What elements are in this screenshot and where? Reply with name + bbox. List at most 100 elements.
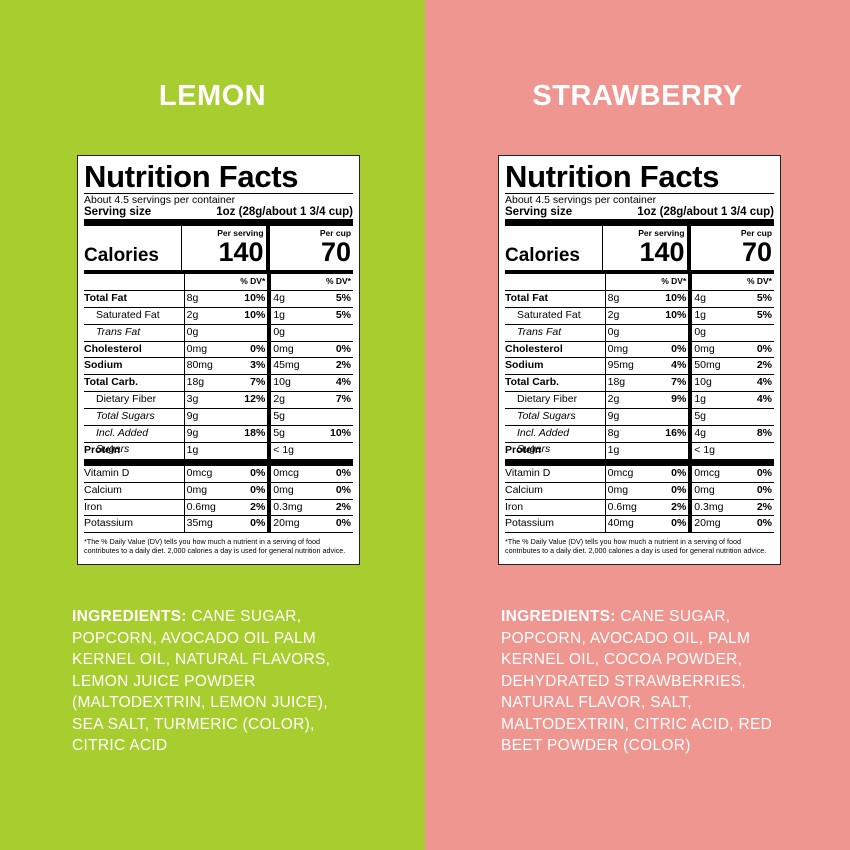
daily-value: 10% [244,308,266,321]
daily-value: 9% [671,393,687,406]
daily-value: 2% [250,500,266,513]
daily-value: 0% [250,517,266,530]
footnote: *The % Daily Value (DV) tells you how mu… [84,537,346,555]
amount-cell: 1g 4% [688,392,774,409]
amount-cell: 2g 9% [604,392,689,409]
column-header: Per cup [740,228,773,238]
label-heading: Nutrition Facts [505,161,774,194]
ingredients-heading: INGREDIENTS: [501,608,616,625]
daily-value: 5% [335,291,351,304]
amount-cell: 95mg 4% [604,358,689,375]
amount-cell: 0g [267,324,353,341]
dv-cell: % DV* [604,274,689,290]
amount-cell: 45mg 2% [267,358,353,375]
amount: 18g [607,376,626,389]
dv-header: % DV* [325,276,351,286]
amount: 0mg [607,342,629,355]
amount: < 1g [694,443,716,456]
daily-value: 5% [335,308,351,321]
calories-column: Per cup 70 [686,226,775,270]
serving-size-value: 1oz (28g/about 1 3/4 cup) [637,206,774,218]
daily-value: 2% [335,359,351,372]
amount: 3g [186,393,199,406]
daily-value: 0% [756,466,772,479]
nutrient-name: Sodium [505,359,544,372]
ingredients-text: CANE SUGAR, POPCORN, AVOCADO OIL PALM KE… [72,608,331,754]
amount: 0g [607,325,620,338]
daily-value: 4% [756,376,772,389]
amount: 1g [694,393,706,406]
serving-size-value: 1oz (28g/about 1 3/4 cup) [216,206,353,218]
amount: 9g [607,410,620,423]
amount-cell: 20mg 0% [267,516,353,533]
daily-value: 0% [671,483,687,496]
nutrient-row: Sodium 80mg 3% 45mg 2% [84,358,353,376]
dv-header: % DV* [746,276,772,286]
amount-cell: 10g 4% [688,375,774,392]
dv-cell: % DV* [267,274,353,290]
amount-cell: 0mg 0% [688,341,774,358]
amount-cell: 5g [688,409,774,426]
ingredients: INGREDIENTS: CANE SUGAR, POPCORN, AVOCAD… [501,606,781,757]
amount: 0mg [186,342,208,355]
nutrient-name: Protein [84,443,121,456]
amount: 0mg [694,483,715,496]
nutrient-row: Cholesterol 0mg 0% 0mg 0% [84,341,353,359]
amount: 50mg [694,359,721,372]
amount: 0mcg [607,466,634,479]
amount-cell: 0mcg 0% [604,465,689,482]
calories-value: 70 [320,237,352,267]
amount-cell: 4g 5% [267,290,353,307]
amount: 0mg [694,342,715,355]
amount-cell: 0mg 0% [688,482,774,499]
calories-column: Per cup 70 [265,226,354,270]
amount: 0g [273,325,285,338]
nutrient-row: Iron 0.6mg 2% 0.3mg 2% [84,499,353,517]
daily-value: 18% [244,427,266,440]
nutrient-name: Vitamin D [505,466,551,479]
nutrient-row: Sodium 95mg 4% 50mg 2% [505,358,774,376]
amount: 0mg [273,483,294,496]
nutrient-name: Dietary Fiber [96,393,157,406]
amount-cell: 2g 10% [183,307,268,324]
nutrient-row: Protein 1g < 1g [84,442,353,466]
nutrient-name: Potassium [505,517,555,530]
calories-label: Calories [505,245,580,266]
amount-cell: 4g 8% [688,426,774,442]
daily-value: 7% [250,376,266,389]
amount-cell: 1g 5% [267,307,353,324]
panel: STRAWBERRY Nutrition Facts About 4.5 servi… [425,0,850,850]
daily-value: 2% [335,500,351,513]
daily-value: 10% [665,291,687,304]
nutrient-row: Protein 1g < 1g [505,442,774,466]
amount-cell: 0g [604,324,689,341]
amount-cell: 9g [183,409,268,426]
amount-cell: 0g [688,324,774,341]
serving-size: Serving size 1oz (28g/about 1 3/4 cup) [505,206,774,219]
flavor-title: LEMON [158,80,267,112]
amount: 80mg [186,359,213,372]
amount: 1g [273,308,285,321]
nutrient-name: Total Sugars [96,410,155,423]
amount: 0mcg [273,466,299,479]
daily-value: 0% [671,342,687,355]
amount: 2g [273,393,285,406]
amount: 10g [273,376,291,389]
amount: 8g [607,427,620,440]
nutrient-row: Total Carb. 18g 7% 10g 4% [505,375,774,393]
calories-value: 140 [218,237,264,267]
amount-cell: 80mg 3% [183,358,268,375]
amount-cell: 4g 5% [688,290,774,307]
daily-value: 4% [335,376,351,389]
nutrient-row: Total Sugars 9g 5g [505,409,774,427]
amount-cell: 8g 16% [604,426,689,442]
amount-cell: 1g [604,442,689,459]
nutrient-name: Iron [505,500,524,513]
nutrient-row: Calcium 0mg 0% 0mg 0% [505,482,774,500]
daily-value: 4% [671,359,687,372]
serving-size-label: Serving size [505,206,573,218]
nutrient-row: Iron 0.6mg 2% 0.3mg 2% [505,499,774,517]
nutrient-row: Total Carb. 18g 7% 10g 4% [84,375,353,393]
daily-value: 7% [335,393,351,406]
amount-cell: 0.6mg 2% [183,499,268,516]
